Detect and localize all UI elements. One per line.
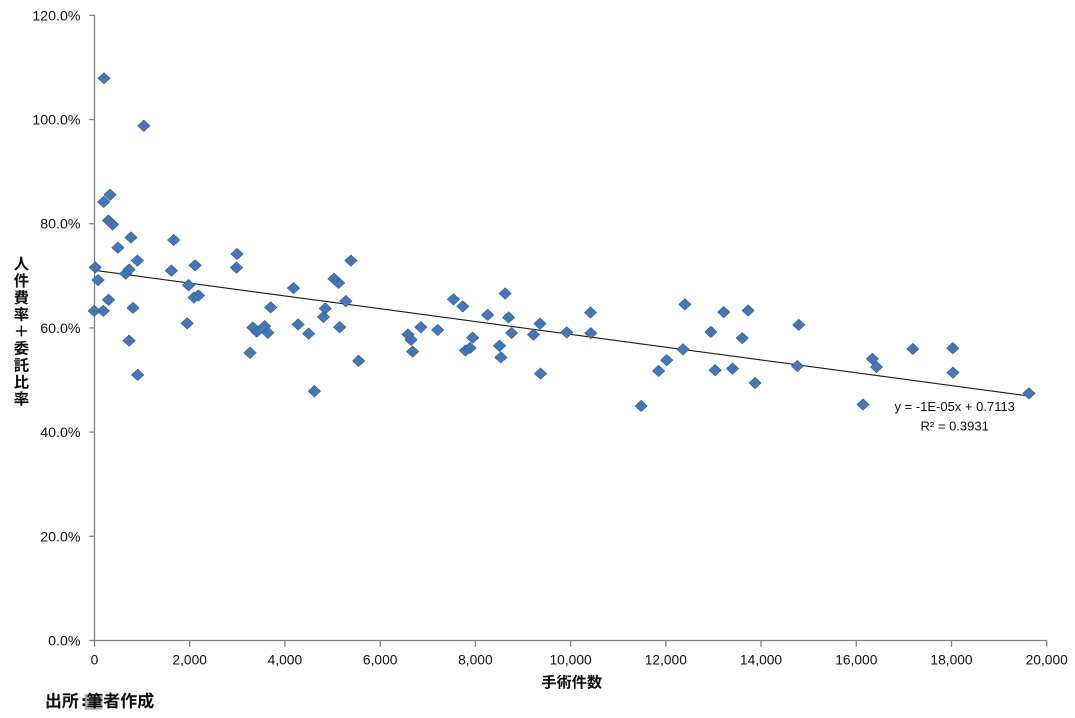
svg-text:18,000: 18,000	[930, 653, 973, 668]
svg-text:80.0%: 80.0%	[40, 217, 81, 233]
svg-text:12,000: 12,000	[645, 653, 688, 668]
svg-text:0.0%: 0.0%	[48, 634, 81, 650]
svg-text:100.0%: 100.0%	[32, 113, 81, 129]
svg-text:R² = 0.3931: R² = 0.3931	[921, 418, 989, 433]
svg-text:y = -1E-05x + 0.7113: y = -1E-05x + 0.7113	[894, 399, 1014, 414]
svg-text:6,000: 6,000	[363, 653, 398, 668]
svg-text:4,000: 4,000	[268, 653, 303, 668]
svg-text:40.0%: 40.0%	[40, 425, 81, 441]
svg-text:8,000: 8,000	[458, 653, 493, 668]
svg-text:0: 0	[91, 653, 99, 668]
svg-text:20.0%: 20.0%	[40, 529, 81, 545]
svg-text:20,000: 20,000	[1026, 653, 1069, 668]
svg-text:2,000: 2,000	[172, 653, 207, 668]
svg-text:120.0%: 120.0%	[32, 8, 81, 24]
svg-text:16,000: 16,000	[835, 653, 878, 668]
svg-text:60.0%: 60.0%	[40, 321, 81, 337]
svg-text:10,000: 10,000	[549, 653, 592, 668]
svg-text:14,000: 14,000	[740, 653, 783, 668]
